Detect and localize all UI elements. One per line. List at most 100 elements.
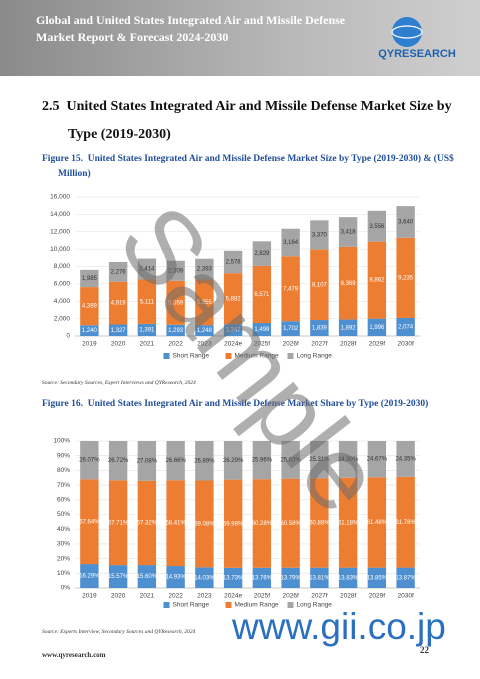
data-label: 26.07% — [79, 458, 100, 464]
data-label: 26.66% — [165, 458, 186, 464]
legend-label: Long Range — [297, 602, 333, 609]
bar-segment — [367, 241, 387, 319]
bar-segment — [223, 567, 243, 588]
bar-segment — [223, 479, 243, 568]
bar-segment — [195, 441, 214, 481]
bar-segment — [310, 441, 329, 479]
bar-segment — [195, 567, 214, 588]
bar-segment — [80, 287, 99, 326]
figure-label: Figure 15. — [42, 154, 83, 164]
bar-segment — [252, 241, 272, 266]
legend-swatch — [163, 353, 170, 359]
bar-segment — [367, 441, 387, 478]
data-label: 58.41% — [165, 521, 186, 527]
x-tick-label: 2023 — [197, 341, 212, 348]
data-label: 1,293 — [168, 328, 184, 334]
data-label: 4,919 — [111, 301, 127, 307]
bar-segment — [396, 441, 415, 477]
y-tick-label: 4,000 — [54, 298, 71, 305]
data-label: 26.89% — [194, 458, 215, 464]
legend-label: Medium Range — [235, 353, 279, 360]
bar-segment — [137, 565, 157, 588]
x-tick-label: 2024e — [224, 593, 242, 600]
x-tick-label: 2019 — [82, 593, 97, 600]
bar-segment — [195, 279, 214, 326]
data-label: 1,892 — [341, 325, 357, 331]
data-label: 61.48% — [367, 520, 388, 526]
data-label: 25.96% — [252, 458, 273, 464]
x-tick-label: 2029f — [369, 593, 385, 600]
data-label: 1,240 — [82, 328, 98, 334]
data-label: 14.03% — [194, 575, 215, 581]
bar-segment — [80, 269, 99, 288]
data-label: 3,418 — [341, 230, 357, 236]
bar-segment — [338, 567, 358, 588]
x-tick-label: 2022 — [168, 341, 183, 348]
data-label: 1,391 — [139, 328, 155, 334]
data-label: 9,235 — [398, 275, 414, 281]
data-label: 1,248 — [197, 328, 213, 334]
bar-segment — [310, 478, 329, 568]
bar-segment — [108, 480, 128, 566]
data-label: 7,479 — [283, 286, 299, 292]
bar-segment — [166, 260, 185, 281]
watermark-site: www.gii.co.jp — [232, 606, 446, 647]
data-label: 60.58% — [280, 521, 301, 527]
bar-segment — [195, 325, 214, 336]
bar-segment — [166, 480, 185, 567]
bar-segment — [80, 441, 99, 480]
x-tick-label: 2020 — [111, 341, 126, 348]
legend-swatch — [225, 602, 232, 608]
x-tick-label: 2028f — [340, 341, 356, 348]
data-label: 24.67% — [367, 457, 388, 463]
x-tick-label: 2021 — [140, 593, 155, 600]
x-tick-label: 2025f — [254, 341, 270, 348]
data-label: 13.87% — [395, 575, 416, 581]
figure-label: Figure 16. — [42, 399, 83, 409]
x-tick-label: 2028f — [340, 593, 356, 600]
bar-segment — [367, 477, 387, 568]
y-tick-label: 80% — [57, 467, 70, 474]
y-tick-label: 12,000 — [50, 228, 70, 235]
bar-segment — [80, 325, 99, 336]
x-tick-label: 2029f — [369, 341, 385, 348]
data-label: 1,347 — [226, 328, 242, 334]
bar-segment — [396, 476, 415, 568]
bar-segment — [281, 256, 300, 322]
bar-segment — [281, 567, 300, 588]
data-label: 13.79% — [280, 575, 301, 581]
chart: 0% 10% 20% 30% 40% 50% 60% 70% 80% 90% 100% 2019 16.… — [53, 438, 420, 609]
data-label: 8,862 — [369, 278, 385, 284]
y-tick-label: 20% — [57, 555, 70, 562]
data-label: 3,370 — [312, 233, 328, 239]
y-tick-label: 0% — [61, 585, 71, 592]
data-label: 13.73% — [223, 575, 244, 581]
y-tick-label: 40% — [57, 526, 70, 533]
figure-caption: Figure 15. United States Integrated Air … — [42, 152, 458, 182]
data-label: 5,059 — [168, 300, 184, 306]
y-tick-label: 16,000 — [50, 194, 70, 201]
data-label: 8,107 — [312, 282, 328, 288]
data-label: 5,111 — [140, 299, 155, 305]
data-label: 59.08% — [194, 522, 215, 528]
page-number: 22 — [420, 645, 429, 655]
bar-segment — [281, 228, 300, 257]
x-tick-label: 2023 — [197, 593, 212, 600]
data-label: 13.81% — [309, 575, 330, 581]
data-label: 26.72% — [108, 458, 129, 464]
bar-segment — [252, 322, 272, 336]
bar-segment — [223, 441, 243, 480]
data-label: 2,414 — [139, 267, 155, 273]
data-label: 5,255 — [197, 300, 213, 306]
bar-segment — [195, 258, 214, 280]
data-label: 60.28% — [252, 521, 273, 527]
legend-swatch — [163, 602, 170, 608]
data-label: 25.31% — [309, 457, 330, 463]
data-label: 61.18% — [338, 520, 359, 526]
bar-segment — [108, 281, 128, 325]
x-tick-label: 2027f — [311, 341, 327, 348]
data-label: 15.57% — [108, 574, 129, 580]
bar-segment — [252, 441, 272, 480]
x-tick-label: 2022 — [168, 593, 183, 600]
data-label: 60.88% — [309, 521, 330, 527]
